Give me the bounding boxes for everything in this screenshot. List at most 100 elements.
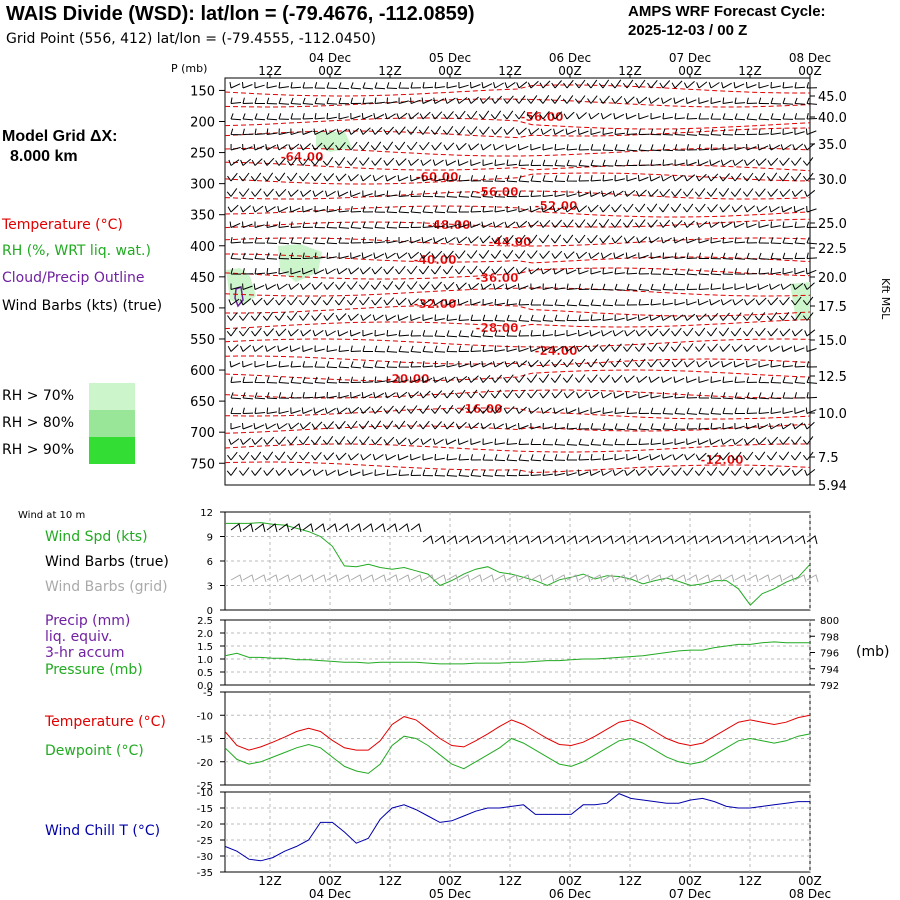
wind-barb xyxy=(686,159,697,166)
wind-barb xyxy=(662,159,673,166)
wind-barb xyxy=(253,423,265,430)
wind-barb xyxy=(734,392,746,400)
wind-barb-grid xyxy=(434,574,447,583)
wind-barb xyxy=(286,172,298,182)
wind-barb xyxy=(518,298,530,306)
pressure-tick-label: 450 xyxy=(190,271,215,286)
wind-barb xyxy=(766,451,778,461)
top-hour-label: 00Z xyxy=(318,64,342,78)
wind-barb xyxy=(386,221,398,229)
wind-barb xyxy=(373,252,385,259)
wind-barb xyxy=(542,330,553,337)
wind-barb xyxy=(360,314,372,321)
wind-barb xyxy=(578,128,589,135)
wind-barb xyxy=(742,188,754,197)
wind-barb xyxy=(274,451,286,461)
wind-barb-10m xyxy=(386,523,398,533)
wind-barb xyxy=(746,97,758,104)
wind-barb xyxy=(446,360,457,368)
wind-barb xyxy=(611,204,622,213)
wind-barb xyxy=(746,143,757,151)
wind-barb xyxy=(287,157,298,166)
wind-barb xyxy=(778,451,790,461)
wind-barb xyxy=(770,267,781,275)
wind-barb xyxy=(671,80,683,89)
wind-barb-10m xyxy=(422,535,434,545)
wind-barb-10m xyxy=(482,535,494,545)
wind-barb xyxy=(374,345,386,353)
wind-barb xyxy=(734,97,746,104)
wind-barb xyxy=(733,221,745,228)
wind-barb xyxy=(782,392,794,399)
wind-barb xyxy=(758,82,769,89)
wind-barb xyxy=(493,423,504,430)
wind-barb xyxy=(313,128,325,135)
wind-barb xyxy=(254,221,265,228)
wind-barb xyxy=(494,438,505,445)
wind-barb xyxy=(734,268,746,275)
wind-barb xyxy=(386,206,398,214)
wind-barb xyxy=(673,376,685,383)
wind-barb xyxy=(326,112,337,120)
wind-barb xyxy=(382,281,394,290)
wind-barb xyxy=(770,376,782,384)
pressure-tick-label: 200 xyxy=(190,115,215,130)
wind-barb xyxy=(565,407,577,414)
wind-barb xyxy=(242,128,254,135)
wind-barb xyxy=(383,266,394,275)
height-tick-label: 45.0 xyxy=(818,90,847,105)
wind-barb-10m xyxy=(302,523,314,533)
wind-barb xyxy=(742,451,754,461)
wind-barb xyxy=(650,268,662,275)
wind-barb xyxy=(408,298,420,306)
wind-barb xyxy=(275,436,286,445)
wind-barb xyxy=(242,252,254,260)
wind-barb xyxy=(227,344,239,352)
wind-barb-10m xyxy=(338,523,350,533)
wind-barb xyxy=(794,267,805,275)
wind-barb xyxy=(278,97,290,105)
wind-barb xyxy=(238,188,250,197)
wind-barb xyxy=(479,96,491,104)
wind-barb xyxy=(372,454,384,461)
pressure-tick: 798 xyxy=(820,632,839,643)
wind-barb xyxy=(419,251,431,259)
top-date-label: 04 Dec xyxy=(309,51,351,65)
wind-barb xyxy=(782,407,793,414)
wind-barb xyxy=(408,112,420,120)
wind-barb xyxy=(696,81,708,89)
wind-barb xyxy=(371,266,383,275)
wind-barb xyxy=(310,296,322,306)
wind-barb xyxy=(242,221,253,228)
wind-barb xyxy=(362,206,374,213)
wind-barb xyxy=(710,422,721,430)
wind-barb xyxy=(637,453,649,461)
wind-barb xyxy=(698,268,710,276)
wind-barb-10m xyxy=(566,535,578,545)
wind-barb xyxy=(758,97,770,105)
wind-barb xyxy=(467,265,478,275)
wind-barb xyxy=(602,128,613,135)
wind-barb xyxy=(482,206,493,213)
wind-barb xyxy=(350,237,362,244)
wind-barb xyxy=(696,360,708,368)
wind-barb xyxy=(431,111,443,120)
wind-barb xyxy=(230,283,241,290)
wind-barb xyxy=(299,172,310,182)
wind-barb-grid xyxy=(338,574,351,583)
wind-barb xyxy=(767,157,779,166)
bottom-hour-label: 00Z xyxy=(318,874,342,888)
dewpoint-label: Dewpoint (°C) xyxy=(45,743,144,759)
wind-barb xyxy=(528,267,540,275)
wind-barb xyxy=(503,406,515,414)
wind-barb xyxy=(758,376,770,384)
wind-barb xyxy=(290,221,302,228)
wind-barb-grid xyxy=(542,574,555,583)
wind-chill-tick: -25 xyxy=(197,836,213,847)
wind-barb xyxy=(794,252,806,259)
wind-barb xyxy=(275,157,286,166)
bottom-date-label: 06 Dec xyxy=(549,887,591,900)
wind-speed-tick: 6 xyxy=(207,557,213,568)
wind-barb xyxy=(470,190,482,198)
wind-barb xyxy=(542,454,554,462)
